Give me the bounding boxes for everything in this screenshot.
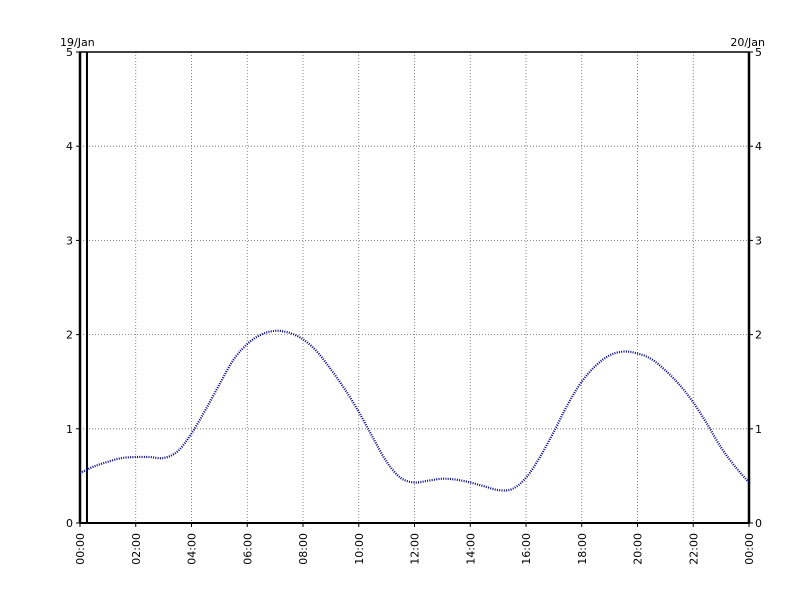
x-tick-label: 06:00 — [241, 533, 254, 565]
series-layer — [79, 329, 750, 492]
x-tick-label: 12:00 — [409, 533, 422, 565]
y-tick-label-right: 3 — [755, 234, 762, 247]
x-tick-label: 08:00 — [297, 533, 310, 565]
y-tick-label-left: 0 — [66, 517, 73, 530]
x-tick-label: 02:00 — [130, 533, 143, 565]
tick-layer: 00:00 02:00 04:00 06:00 08:00 10:00 12:00 14:00… — [66, 46, 762, 565]
y-tick-label-left: 2 — [66, 329, 73, 342]
y-tick-label-right: 1 — [755, 423, 762, 436]
x-tick-label: 16:00 — [520, 533, 533, 565]
y-tick-label-left: 1 — [66, 423, 73, 436]
x-tick-label: 10:00 — [353, 533, 366, 565]
y-tick-label-right: 4 — [755, 140, 762, 153]
x-tick-label: 18:00 — [576, 533, 589, 565]
y-tick-label-right: 0 — [755, 517, 762, 530]
y-tick-label-right: 2 — [755, 329, 762, 342]
x-tick-label: 04:00 — [186, 533, 199, 565]
tide-series-line — [79, 329, 750, 492]
x-tick-label: 20:00 — [632, 533, 645, 565]
date-label-right: 20/Jan — [730, 36, 765, 49]
date-label-left: 19/Jan — [60, 36, 95, 49]
y-tick-label-left: 4 — [66, 140, 73, 153]
x-tick-label: 00:00 — [74, 533, 87, 565]
y-tick-label-right: 5 — [755, 46, 762, 59]
y-tick-label-left: 5 — [66, 46, 73, 59]
y-tick-label-left: 3 — [66, 234, 73, 247]
plot-frame — [79, 51, 750, 524]
x-tick-label: 14:00 — [464, 533, 477, 565]
grid — [80, 52, 749, 523]
x-tick-label: 22:00 — [687, 533, 700, 565]
x-tick-label: 00:00 — [743, 533, 756, 565]
